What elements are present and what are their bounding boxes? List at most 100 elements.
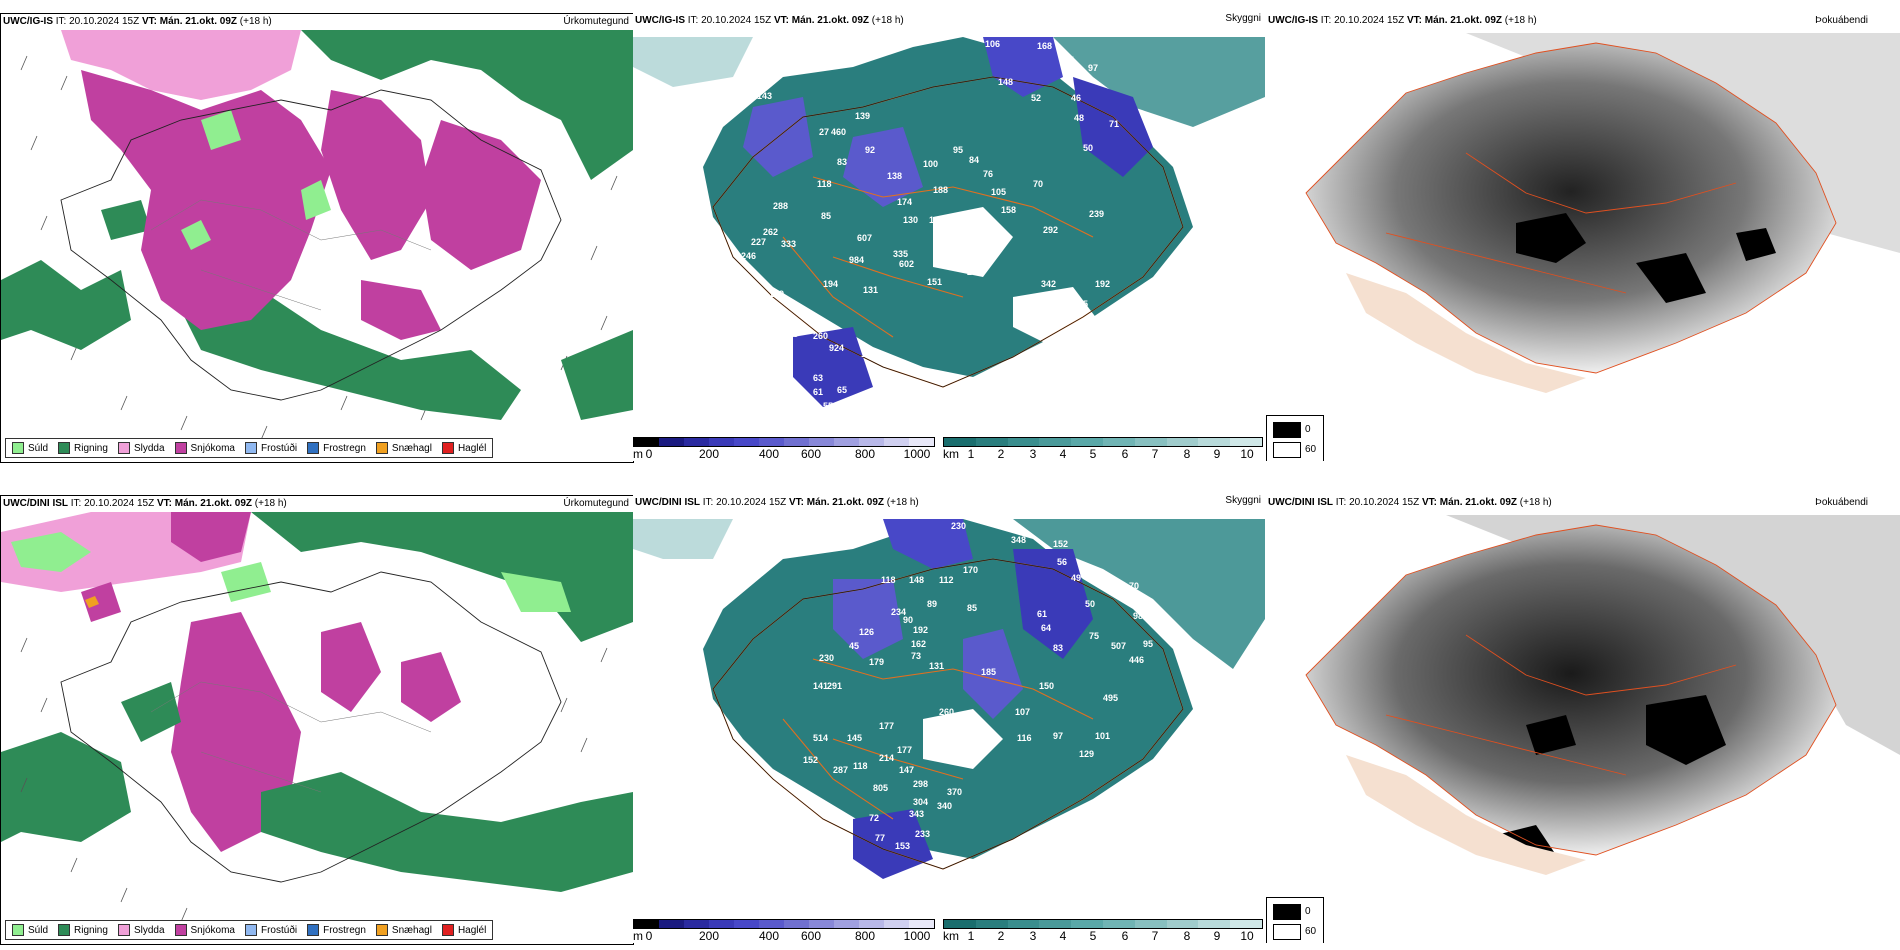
svg-text:118: 118 bbox=[853, 761, 868, 771]
fog-index-map bbox=[1266, 515, 1900, 915]
svg-text:61: 61 bbox=[813, 387, 823, 397]
colorbar-segment bbox=[784, 438, 809, 446]
cloudbase-colorbar: m 0 200 400 600 800 1000 bbox=[633, 919, 935, 943]
colorbar-segment bbox=[1230, 438, 1262, 446]
visibility-map: 230 348 152 56 49 85 70 50 61 64 83 75 507 446 95 … bbox=[633, 519, 1265, 909]
colorbar-segment bbox=[1071, 438, 1103, 446]
svg-text:50: 50 bbox=[1085, 599, 1095, 609]
legend-item: Súld bbox=[12, 442, 48, 454]
panel-precip-type-row2: UWC/DINI ISL IT: 20.10.2024 15Z VT: Mán.… bbox=[0, 495, 634, 945]
colorbar-unit: m bbox=[633, 929, 643, 943]
colorbar-segment bbox=[1134, 438, 1167, 446]
svg-text:131: 131 bbox=[929, 661, 944, 671]
svg-text:116: 116 bbox=[1017, 733, 1032, 743]
svg-text:153: 153 bbox=[895, 841, 910, 851]
panel-title: UWC/IG-IS IT: 20.10.2024 15Z VT: Mán. 21… bbox=[3, 16, 272, 27]
svg-text:90: 90 bbox=[903, 615, 913, 625]
svg-text:177: 177 bbox=[897, 745, 912, 755]
colorbar-tick: 6 bbox=[1121, 929, 1129, 943]
colorbar-tick: 10 bbox=[1240, 929, 1254, 943]
svg-text:262: 262 bbox=[763, 227, 778, 237]
svg-text:218: 218 bbox=[927, 725, 942, 735]
svg-text:98: 98 bbox=[745, 91, 755, 101]
svg-text:260: 260 bbox=[939, 707, 954, 717]
precip-type-legend: Súld Rigning Slydda Snjókoma Frostúði Fr… bbox=[5, 438, 494, 458]
svg-text:343: 343 bbox=[909, 809, 924, 819]
colorbar-tick: 10 bbox=[1240, 447, 1254, 461]
colorbar-segment bbox=[1039, 438, 1072, 446]
svg-text:73: 73 bbox=[911, 651, 921, 661]
svg-text:101: 101 bbox=[1095, 731, 1110, 741]
svg-text:214: 214 bbox=[879, 753, 894, 763]
svg-text:112: 112 bbox=[939, 575, 954, 585]
legend-swatch bbox=[375, 442, 388, 454]
colorbar-tick: 7 bbox=[1151, 447, 1159, 461]
svg-text:84: 84 bbox=[969, 155, 979, 165]
svg-text:139: 139 bbox=[855, 111, 870, 121]
svg-text:97: 97 bbox=[1053, 731, 1063, 741]
colorbar-segment bbox=[809, 920, 834, 928]
svg-text:107: 107 bbox=[1015, 707, 1030, 717]
colorbar-tick: 400 bbox=[758, 447, 780, 461]
svg-text:984: 984 bbox=[849, 255, 864, 265]
svg-text:180: 180 bbox=[929, 215, 944, 225]
svg-text:65: 65 bbox=[837, 385, 847, 395]
svg-text:805: 805 bbox=[873, 783, 888, 793]
svg-text:46: 46 bbox=[1071, 93, 1081, 103]
colorbar-segment bbox=[884, 920, 909, 928]
colorbar-unit: m bbox=[633, 447, 643, 461]
colorbar-segment bbox=[659, 920, 684, 928]
fog-index-legend: 0 60 bbox=[1266, 415, 1324, 461]
colorbar-tick: 800 bbox=[854, 447, 876, 461]
svg-text:342: 342 bbox=[1041, 279, 1056, 289]
svg-text:335: 335 bbox=[893, 249, 908, 259]
colorbar-tick: 1 bbox=[967, 447, 975, 461]
colorbar-segment bbox=[709, 438, 734, 446]
legend-swatch bbox=[307, 924, 320, 936]
colorbar-segment bbox=[1166, 438, 1199, 446]
svg-text:77: 77 bbox=[875, 833, 885, 843]
fog-high-swatch bbox=[1273, 422, 1301, 438]
svg-text:85: 85 bbox=[967, 603, 977, 613]
colorbar-tick: 5 bbox=[1089, 447, 1097, 461]
colorbar-segment bbox=[944, 920, 976, 928]
colorbar-segment bbox=[1166, 920, 1199, 928]
colorbar-tick: 1 bbox=[967, 929, 975, 943]
colorbar-unit: km bbox=[943, 929, 959, 943]
svg-text:233: 233 bbox=[915, 829, 930, 839]
colorbar-segment bbox=[1039, 920, 1072, 928]
colorbar-segment bbox=[1134, 920, 1167, 928]
cloudbase-colorbar-gradient bbox=[633, 437, 935, 447]
legend-item: Súld bbox=[12, 924, 48, 936]
svg-text:75: 75 bbox=[1089, 631, 1099, 641]
svg-text:194: 194 bbox=[923, 737, 938, 747]
svg-text:147: 147 bbox=[899, 765, 914, 775]
svg-text:239: 239 bbox=[1089, 209, 1104, 219]
fog-low-label: 60 bbox=[1305, 444, 1317, 455]
svg-text:410: 410 bbox=[743, 369, 758, 379]
legend-item: Rigning bbox=[58, 924, 108, 936]
svg-text:262: 262 bbox=[755, 311, 770, 321]
colorbar-segment bbox=[1198, 920, 1231, 928]
svg-text:188: 188 bbox=[933, 185, 948, 195]
svg-text:230: 230 bbox=[951, 521, 966, 531]
legend-item: Rigning bbox=[58, 442, 108, 454]
svg-text:246: 246 bbox=[741, 251, 756, 261]
svg-text:50: 50 bbox=[1083, 143, 1093, 153]
svg-text:234: 234 bbox=[891, 607, 906, 617]
legend-item: Snjókoma bbox=[174, 442, 235, 454]
svg-text:129: 129 bbox=[1079, 749, 1094, 759]
svg-text:97: 97 bbox=[1088, 63, 1098, 73]
svg-text:106: 106 bbox=[985, 39, 1000, 49]
colorbar-segment bbox=[759, 438, 784, 446]
visibility-colorbar-gradient bbox=[943, 919, 1263, 929]
svg-text:340: 340 bbox=[937, 801, 952, 811]
colorbar-segment bbox=[684, 920, 709, 928]
legend-swatch bbox=[307, 442, 320, 454]
svg-text:150: 150 bbox=[1039, 681, 1054, 691]
colorbar-segment bbox=[734, 920, 759, 928]
fog-index-map bbox=[1266, 33, 1900, 433]
legend-item: Frostúði bbox=[244, 924, 297, 936]
svg-text:514: 514 bbox=[813, 733, 828, 743]
colorbar-segment bbox=[1071, 920, 1103, 928]
